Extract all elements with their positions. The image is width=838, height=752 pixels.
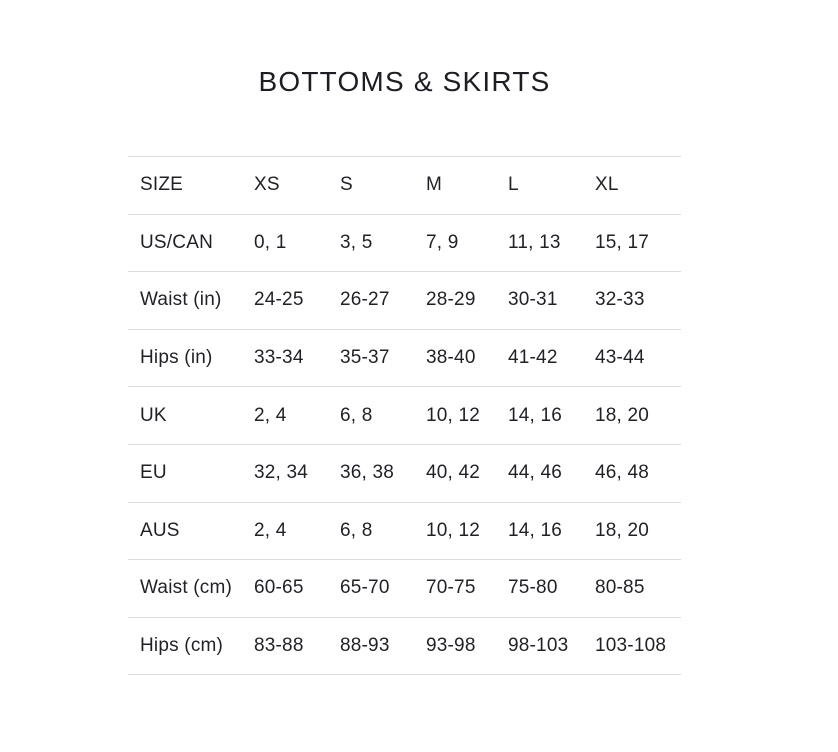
size-value-cell: 7, 9 — [426, 231, 459, 253]
size-value-cell: 70-75 — [426, 577, 476, 599]
page-title: BOTTOMS & SKIRTS — [258, 66, 551, 97]
row-label: Waist (cm) — [140, 577, 233, 599]
size-value-cell: 103-108 — [595, 635, 667, 657]
row-label: AUS — [140, 519, 180, 541]
size-value-cell: 75-80 — [508, 577, 558, 599]
column-header-xl: XL — [595, 174, 619, 196]
size-value-cell: 32, 34 — [254, 462, 309, 484]
size-value-cell: 83-88 — [254, 635, 304, 657]
size-value-cell: 35-37 — [340, 347, 390, 369]
table-row: EU 32, 34 36, 38 40, 42 44, 46 46, 48 — [128, 444, 681, 503]
header-row: SIZE XS S M L XL — [128, 157, 681, 215]
size-value-cell: 6, 8 — [340, 404, 373, 426]
size-chart-table: SIZE XS S M L XL US/CAN 0, 1 3, 5 7, 9 11, 13 15, … — [128, 156, 681, 675]
size-value-cell: 30-31 — [508, 289, 558, 311]
size-value-cell: 88-93 — [340, 635, 390, 657]
size-value-cell: 65-70 — [340, 577, 390, 599]
column-header-size: SIZE — [140, 174, 184, 196]
size-value-cell: 14, 16 — [508, 519, 563, 541]
column-header-m: M — [426, 174, 443, 196]
column-header-xs: XS — [254, 174, 280, 196]
size-value-cell: 98-103 — [508, 635, 569, 657]
size-value-cell: 33-34 — [254, 347, 304, 369]
table-row: US/CAN 0, 1 3, 5 7, 9 11, 13 15, 17 — [128, 214, 681, 272]
size-value-cell: 24-25 — [254, 289, 304, 311]
column-header-l: L — [508, 174, 519, 196]
size-value-cell: 26-27 — [340, 289, 390, 311]
size-value-cell: 38-40 — [426, 347, 476, 369]
size-value-cell: 10, 12 — [426, 404, 481, 426]
size-value-cell: 46, 48 — [595, 462, 650, 484]
table-row: Waist (cm) 60-65 65-70 70-75 75-80 80-85 — [128, 560, 681, 618]
table-row: Waist (in) 24-25 26-27 28-29 30-31 32-33 — [128, 272, 681, 330]
size-value-cell: 6, 8 — [340, 519, 373, 541]
size-value-cell: 14, 16 — [508, 404, 563, 426]
size-value-cell: 18, 20 — [595, 404, 650, 426]
size-value-cell: 10, 12 — [426, 519, 481, 541]
size-value-cell: 3, 5 — [340, 231, 373, 253]
table-row: AUS 2, 4 6, 8 10, 12 14, 16 18, 20 — [128, 502, 681, 560]
size-value-cell: 2, 4 — [254, 404, 287, 426]
size-value-cell: 40, 42 — [426, 462, 481, 484]
table-row: Hips (cm) 83-88 88-93 93-98 98-103 103-108 — [128, 617, 681, 675]
table-row: UK 2, 4 6, 8 10, 12 14, 16 18, 20 — [128, 387, 681, 445]
size-value-cell: 60-65 — [254, 577, 304, 599]
size-value-cell: 11, 13 — [508, 231, 561, 253]
size-value-cell: 2, 4 — [254, 519, 287, 541]
size-value-cell: 28-29 — [426, 289, 476, 311]
row-label: EU — [140, 462, 167, 484]
row-label: US/CAN — [140, 231, 213, 253]
size-chart-header: SIZE XS S M L XL — [128, 157, 681, 215]
row-label: Hips (in) — [140, 347, 213, 369]
size-value-cell: 43-44 — [595, 347, 645, 369]
row-label: UK — [140, 404, 167, 426]
row-label: Waist (in) — [140, 289, 222, 311]
size-value-cell: 93-98 — [426, 635, 476, 657]
size-value-cell: 44, 46 — [508, 462, 563, 484]
size-value-cell: 36, 38 — [340, 462, 395, 484]
table-row: Hips (in) 33-34 35-37 38-40 41-42 43-44 — [128, 329, 681, 387]
size-value-cell: 18, 20 — [595, 519, 650, 541]
size-value-cell: 15, 17 — [595, 231, 650, 253]
size-value-cell: 0, 1 — [254, 231, 287, 253]
size-value-cell: 32-33 — [595, 289, 645, 311]
size-value-cell: 41-42 — [508, 347, 558, 369]
size-value-cell: 80-85 — [595, 577, 645, 599]
size-chart-body: US/CAN 0, 1 3, 5 7, 9 11, 13 15, 17 Waist (in)… — [128, 214, 681, 675]
row-label: Hips (cm) — [140, 635, 224, 657]
column-header-s: S — [340, 174, 353, 196]
